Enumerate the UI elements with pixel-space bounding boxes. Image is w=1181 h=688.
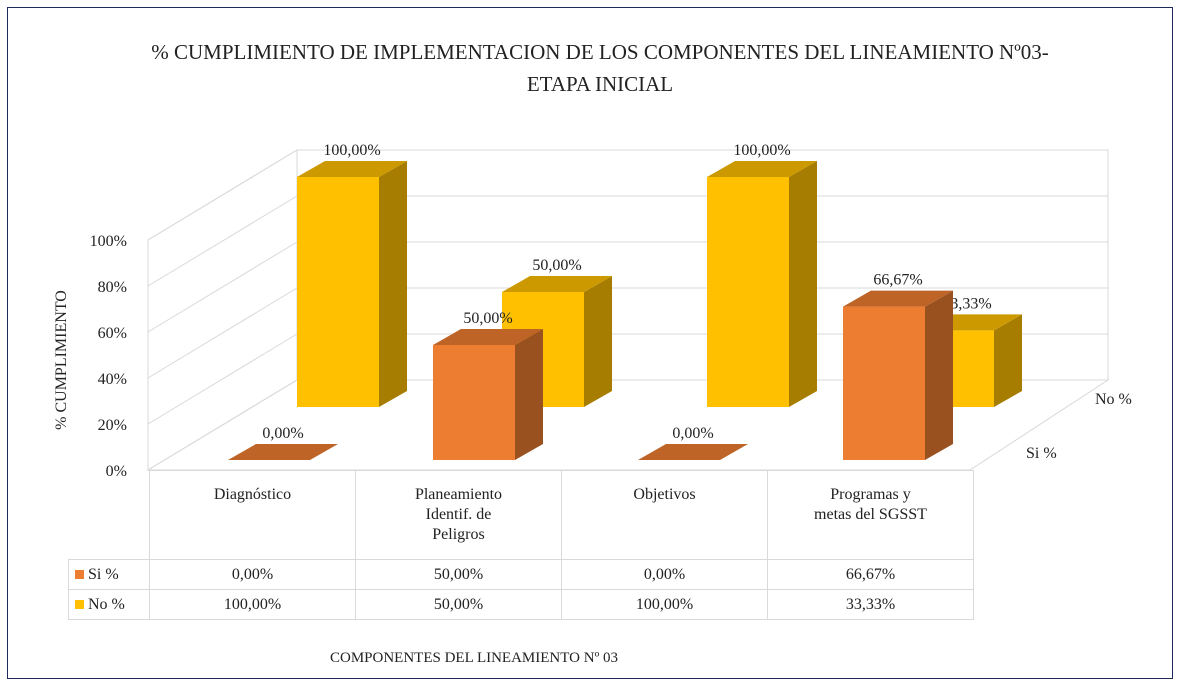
bar-top xyxy=(228,444,338,460)
bar-top xyxy=(638,444,748,460)
depth-label: Si % xyxy=(1026,445,1057,462)
table-value: 0,00% xyxy=(561,559,768,590)
grid-line xyxy=(147,333,298,425)
data-label: 66,67% xyxy=(873,272,922,289)
table-header-cell: Objetivos xyxy=(561,470,768,560)
bar xyxy=(707,161,817,407)
legend-cell: Si % xyxy=(68,559,150,590)
table-value: 0,00% xyxy=(149,559,356,590)
chart-title: % CUMPLIMIENTO DE IMPLEMENTACION DE LOS … xyxy=(151,40,1049,96)
bar-top xyxy=(843,290,953,307)
data-label: 50,00% xyxy=(532,257,581,274)
y-axis-title: % CUMPLIMIENTO xyxy=(53,290,70,430)
grid-line xyxy=(147,241,298,333)
bar-side xyxy=(379,161,407,407)
table-header-cell: Planeamiento Identif. de Peligros xyxy=(355,470,562,560)
y-tick-label: 20% xyxy=(98,417,127,434)
table-value: 33,33% xyxy=(767,589,974,620)
bar-front xyxy=(297,177,379,407)
table-value: 50,00% xyxy=(355,559,562,590)
legend-swatch xyxy=(75,569,84,579)
grid-line xyxy=(147,287,298,379)
grid-line xyxy=(147,379,298,471)
table-row: No % 100,00% 50,00% 100,00% 33,33% xyxy=(68,589,974,620)
legend-cell: No % xyxy=(68,589,150,620)
bar-side xyxy=(994,314,1022,407)
table-value: 50,00% xyxy=(355,589,562,620)
bar-top xyxy=(502,276,612,292)
table-header-cell: Diagnóstico xyxy=(149,470,356,560)
bar-top xyxy=(297,161,407,177)
bar-front xyxy=(433,345,515,460)
legend-swatch xyxy=(75,599,84,609)
table-row: Si % 0,00% 50,00% 0,00% 66,67% xyxy=(68,559,974,590)
y-tick-label: 100% xyxy=(90,233,127,250)
legend-label: Si % xyxy=(88,565,119,583)
bar-side xyxy=(789,161,817,407)
data-table: Diagnóstico Planeamiento Identif. de Peli… xyxy=(68,470,974,620)
depth-label: No % xyxy=(1095,391,1132,408)
data-label: 100,00% xyxy=(323,142,380,159)
bar-front xyxy=(843,306,925,460)
bar-side xyxy=(584,276,612,407)
data-label: 50,00% xyxy=(463,310,512,327)
data-label: 0,00% xyxy=(262,425,303,442)
legend-label: No % xyxy=(88,595,125,613)
bar-side xyxy=(925,290,953,460)
table-header-row: Diagnóstico Planeamiento Identif. de Peli… xyxy=(68,470,974,560)
table-header-cell: Programas y metas del SGSST xyxy=(767,470,974,560)
category-label: Programas y metas del SGSST xyxy=(814,486,927,523)
bar xyxy=(297,161,407,407)
data-label: 100,00% xyxy=(733,142,790,159)
y-tick-label: 40% xyxy=(98,371,127,388)
category-label: Planeamiento Identif. de Peligros xyxy=(414,486,503,543)
bar-side xyxy=(515,329,543,460)
category-label: Objetivos xyxy=(633,486,696,503)
grid-line xyxy=(147,149,298,241)
grid-line xyxy=(147,195,298,287)
table-value: 66,67% xyxy=(767,559,974,590)
x-axis-title: COMPONENTES DEL LINEAMIENTO Nº 03 xyxy=(330,650,618,666)
chart-border xyxy=(7,7,1173,679)
bar-top xyxy=(707,161,817,177)
table-value: 100,00% xyxy=(149,589,356,620)
bar xyxy=(843,290,953,460)
bar xyxy=(433,329,543,460)
bar xyxy=(638,444,748,460)
table-value: 100,00% xyxy=(561,589,768,620)
bar xyxy=(228,444,338,460)
bar-front xyxy=(707,177,789,407)
data-label: 33,33% xyxy=(942,295,991,312)
category-label: Diagnóstico xyxy=(213,486,292,503)
bar-top xyxy=(433,329,543,345)
data-label: 0,00% xyxy=(672,425,713,442)
y-tick-label: 60% xyxy=(98,325,127,342)
y-tick-label: 80% xyxy=(98,279,127,296)
table-corner xyxy=(68,470,150,560)
